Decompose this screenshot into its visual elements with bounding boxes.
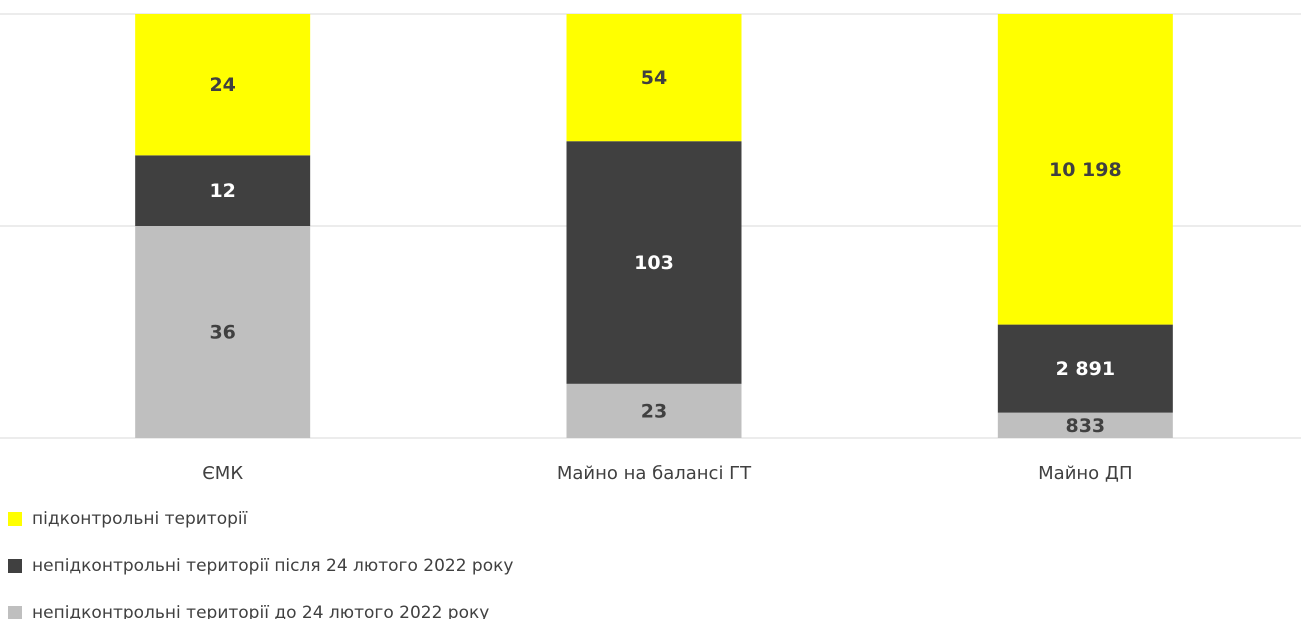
legend-swatch <box>8 606 22 619</box>
legend-label: непідконтрольні території до 24 лютого 2… <box>32 603 489 619</box>
bar-segment <box>997 412 1173 438</box>
legend-swatch <box>8 512 22 526</box>
data-label: 10 198 <box>1049 159 1122 181</box>
bar-segment <box>135 14 311 156</box>
legend-swatch <box>8 559 22 573</box>
x-tick-label: ЄМК <box>202 463 243 484</box>
data-label: 12 <box>209 180 235 202</box>
data-label: 23 <box>641 400 667 422</box>
bar-segment <box>997 14 1173 325</box>
bar-segment <box>566 141 742 384</box>
bar-segment <box>997 324 1173 413</box>
bar-segment <box>135 155 311 226</box>
data-label: 2 891 <box>1056 358 1116 380</box>
bar-segment <box>135 226 311 438</box>
data-label: 103 <box>634 252 674 274</box>
data-label: 24 <box>209 74 235 96</box>
bar-segment <box>566 383 742 438</box>
data-label: 833 <box>1065 415 1105 437</box>
bar-segment <box>566 14 742 142</box>
legend-label: підконтрольні території <box>32 509 248 529</box>
legend-label: непідконтрольні території після 24 лютог… <box>32 556 513 576</box>
data-label: 54 <box>641 67 667 89</box>
x-tick-label: Майно на балансі ГТ <box>557 463 752 484</box>
data-label: 36 <box>209 322 235 344</box>
x-tick-label: Майно ДП <box>1038 463 1132 484</box>
